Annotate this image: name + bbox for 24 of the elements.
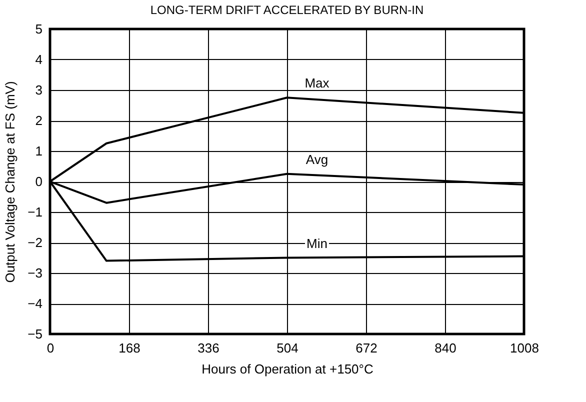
series-label: Min [306,236,328,251]
y-tick-label: 4 [35,52,42,67]
x-tick-label: 336 [198,340,220,356]
y-axis-title: Output Voltage Change at FS (mV) [2,81,18,283]
y-tick-label: −2 [28,235,42,250]
x-tick-label: 672 [356,340,378,356]
y-tick-label: −1 [28,204,42,220]
y-tick-label: −3 [28,266,42,280]
x-tick-label: 840 [434,340,456,356]
series-label: Avg [306,152,328,167]
y-tick-label: 0 [35,174,42,189]
chart-title: LONG-TERM DRIFT ACCELERATED BY BURN-IN [150,3,424,17]
y-tick-label: −4 [28,296,42,311]
x-tick-label: 0 [46,340,54,356]
y-tick-label: 3 [35,82,42,98]
x-tick-label: 168 [118,340,140,356]
y-tick-label: −5 [28,326,42,342]
y-tick-label: 5 [35,22,42,36]
x-tick-label: 504 [276,340,298,356]
x-tick-label: 1008 [510,340,539,356]
y-tick-label: 2 [35,113,42,128]
x-axis-title: Hours of Operation at +150°C [202,362,374,376]
series-label: Max [304,76,330,91]
y-tick-label: 1 [35,144,42,158]
